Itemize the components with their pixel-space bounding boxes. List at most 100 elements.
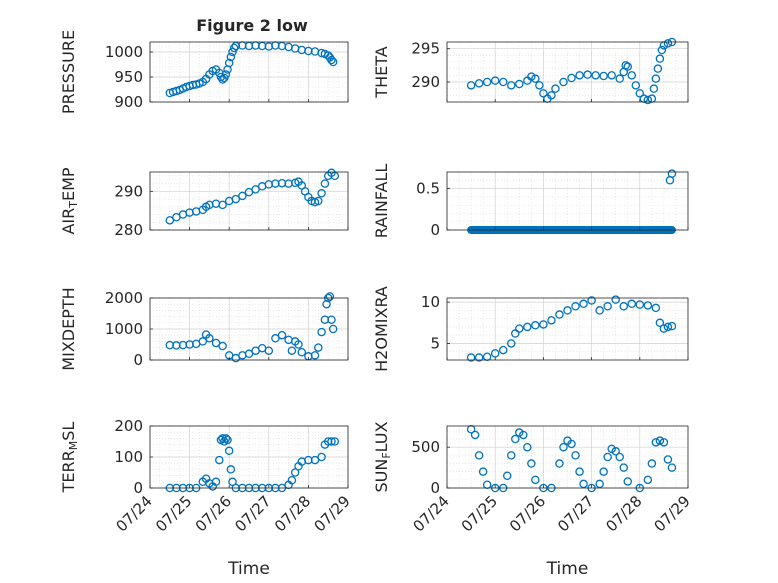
data-point bbox=[317, 452, 326, 462]
axes-box bbox=[446, 41, 689, 103]
data-point bbox=[490, 349, 500, 358]
y-tick-label: 900 bbox=[114, 93, 143, 111]
subplot-h2omixra: 5 10 H2OMIXRA bbox=[372, 286, 689, 372]
y-tick-label: 295 bbox=[411, 40, 440, 58]
x-tick-label: 07/27 bbox=[554, 492, 597, 535]
y-tick-label: 0 bbox=[133, 351, 143, 369]
data-point bbox=[502, 471, 512, 481]
subplot-air-temp: 280 290 AIRTEMP bbox=[59, 167, 349, 239]
data-point bbox=[523, 322, 532, 332]
data-point bbox=[328, 57, 338, 67]
data-point bbox=[474, 353, 484, 362]
data-point bbox=[466, 353, 476, 362]
data-point bbox=[643, 301, 653, 310]
data-point bbox=[655, 54, 665, 63]
data-point bbox=[555, 459, 564, 468]
data-point bbox=[667, 463, 677, 472]
data-point bbox=[482, 77, 492, 87]
data-point bbox=[627, 299, 637, 309]
data-point bbox=[575, 71, 584, 80]
y-axis-label: THETA bbox=[372, 46, 391, 98]
y-axis-label: RAINFALL bbox=[372, 164, 391, 239]
data-point bbox=[470, 430, 480, 440]
data-point bbox=[655, 436, 665, 445]
data-point bbox=[631, 81, 641, 90]
x-tick-label: 07/26 bbox=[192, 492, 235, 535]
data-point bbox=[653, 64, 663, 73]
y-tick-label: 200 bbox=[114, 417, 143, 435]
x-tick-label: 07/24 bbox=[410, 492, 453, 535]
data-point bbox=[287, 475, 297, 485]
x-tick-label: 07/25 bbox=[152, 492, 195, 535]
data-point bbox=[595, 306, 604, 315]
data-point bbox=[635, 89, 645, 98]
y-tick-label: 290 bbox=[411, 73, 440, 91]
y-tick-label: 100 bbox=[114, 448, 143, 466]
axes-box bbox=[149, 171, 349, 231]
subplot-rainfall: 0 0.5 RAINFALL bbox=[372, 164, 689, 239]
x-tick-label: 07/28 bbox=[602, 492, 645, 535]
data-point bbox=[515, 79, 524, 89]
x-axis-label: Time bbox=[546, 559, 589, 579]
y-tick-label: 5 bbox=[430, 334, 440, 352]
data-point bbox=[211, 338, 221, 348]
data-point bbox=[294, 340, 303, 349]
axes-box bbox=[446, 425, 689, 489]
data-point bbox=[603, 452, 612, 462]
x-tick-label: 07/29 bbox=[651, 492, 694, 535]
data-point bbox=[224, 446, 234, 456]
data-point bbox=[571, 302, 580, 311]
data-point bbox=[511, 434, 520, 444]
data-point bbox=[591, 71, 600, 80]
subplot-theta: 290 295 THETA bbox=[372, 37, 689, 105]
data-point bbox=[623, 477, 633, 486]
data-point bbox=[327, 437, 336, 446]
data-point bbox=[515, 324, 524, 333]
data-point bbox=[643, 475, 653, 485]
data-point bbox=[478, 467, 488, 476]
y-axis-label: PRESSURE bbox=[59, 30, 78, 114]
data-point bbox=[322, 299, 331, 309]
data-point bbox=[297, 347, 307, 357]
data-point bbox=[575, 467, 584, 476]
data-point bbox=[567, 73, 576, 83]
data-point bbox=[555, 310, 564, 319]
data-point bbox=[667, 321, 677, 331]
data-point bbox=[619, 463, 628, 472]
data-point bbox=[226, 52, 236, 62]
data-point bbox=[507, 81, 516, 90]
data-point bbox=[663, 455, 673, 464]
data-point bbox=[599, 71, 608, 81]
data-point bbox=[607, 71, 616, 80]
x-tick-label: 07/28 bbox=[271, 492, 314, 535]
y-tick-label: 0 bbox=[430, 479, 440, 497]
y-tick-label: 500 bbox=[411, 438, 440, 456]
data-point bbox=[611, 295, 620, 304]
data-point bbox=[663, 39, 673, 48]
data-point bbox=[287, 346, 297, 355]
data-point bbox=[498, 77, 508, 87]
data-point bbox=[325, 292, 335, 301]
subplot-sun-flux: 0 500 07/24 07/25 07/26 07/27 07/28 07/29 SUNFLU… bbox=[372, 421, 694, 579]
subplot-mixdepth: 0 1000 2000 MIXDEPTH bbox=[59, 287, 349, 371]
data-point bbox=[244, 349, 254, 359]
x-tick-label: 07/24 bbox=[113, 492, 156, 535]
data-point bbox=[229, 43, 239, 53]
data-point bbox=[635, 300, 645, 309]
y-tick-label: 1000 bbox=[105, 320, 143, 338]
data-point bbox=[651, 438, 661, 447]
y-axis-label: MIXDEPTH bbox=[59, 287, 78, 370]
data-point bbox=[535, 81, 544, 90]
data-point bbox=[527, 459, 536, 468]
data-point bbox=[251, 185, 260, 194]
data-point bbox=[651, 303, 661, 313]
data-point bbox=[667, 169, 677, 178]
data-point bbox=[579, 479, 588, 489]
data-point bbox=[621, 61, 630, 70]
data-point bbox=[523, 442, 532, 452]
x-tick-label: 07/26 bbox=[506, 492, 549, 535]
data-point bbox=[663, 322, 673, 332]
data-point bbox=[519, 430, 528, 440]
